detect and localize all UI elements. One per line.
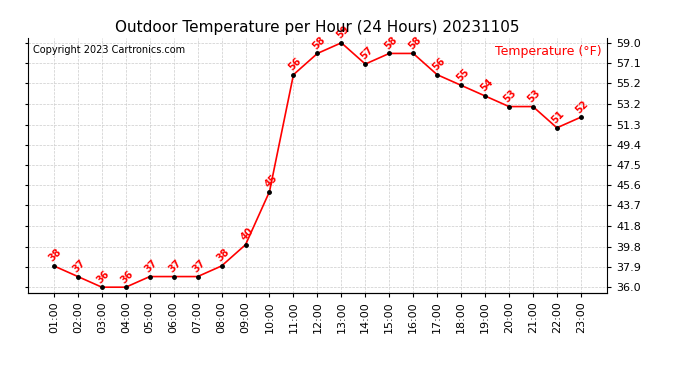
Text: 37: 37 xyxy=(143,258,159,274)
Text: 59: 59 xyxy=(335,24,351,40)
Text: 37: 37 xyxy=(190,258,207,274)
Text: 56: 56 xyxy=(430,56,447,72)
Title: Outdoor Temperature per Hour (24 Hours) 20231105: Outdoor Temperature per Hour (24 Hours) … xyxy=(115,20,520,35)
Text: 53: 53 xyxy=(502,88,519,104)
Text: 57: 57 xyxy=(358,45,375,62)
Text: 58: 58 xyxy=(310,34,327,51)
Text: 38: 38 xyxy=(215,247,231,264)
Text: 37: 37 xyxy=(167,258,184,274)
Text: 36: 36 xyxy=(119,268,135,285)
Text: 37: 37 xyxy=(71,258,88,274)
Text: 38: 38 xyxy=(47,247,63,264)
Text: 51: 51 xyxy=(550,109,566,126)
Text: 58: 58 xyxy=(406,34,423,51)
Text: 45: 45 xyxy=(263,173,279,189)
Text: 58: 58 xyxy=(382,34,399,51)
Text: Copyright 2023 Cartronics.com: Copyright 2023 Cartronics.com xyxy=(33,45,186,55)
Text: 53: 53 xyxy=(526,88,542,104)
Text: 54: 54 xyxy=(478,77,495,94)
Text: 55: 55 xyxy=(454,66,471,83)
Text: 40: 40 xyxy=(239,226,255,243)
Text: Temperature (°F): Temperature (°F) xyxy=(495,45,602,58)
Text: 52: 52 xyxy=(574,98,591,115)
Text: 36: 36 xyxy=(95,268,112,285)
Text: 56: 56 xyxy=(286,56,303,72)
